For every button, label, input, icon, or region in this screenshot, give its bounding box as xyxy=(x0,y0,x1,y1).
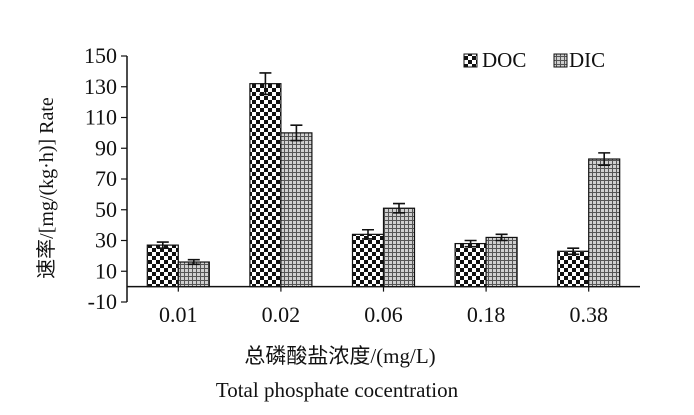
x-axis-label-english: Total phosphate cocentration xyxy=(216,378,459,402)
y-tick-label: 30 xyxy=(95,228,117,253)
legend-label-dic: DIC xyxy=(569,48,605,72)
error-bar-dic-0.02 xyxy=(290,124,303,142)
bar-doc-0.01 xyxy=(146,244,179,288)
y-tick-label: 150 xyxy=(84,43,117,68)
x-axis-label: 总磷酸盐浓度/(mg/L) xyxy=(244,344,435,368)
x-tick-label: 0.01 xyxy=(159,302,198,327)
error-bar-dic-0.38 xyxy=(598,152,611,166)
bar-doc-0.38 xyxy=(557,250,590,288)
bar-dic-0.38 xyxy=(588,158,621,288)
x-tick-label: 0.02 xyxy=(262,302,301,327)
bar-dic-0.01 xyxy=(177,261,210,288)
legend-swatch-doc xyxy=(463,53,478,68)
error-bar-doc-0.02 xyxy=(259,72,272,96)
y-axis-ticks: -10 10 30 50 70 90 110 130 150 xyxy=(84,43,127,314)
error-bar-doc-0.06 xyxy=(362,228,374,240)
x-tick-label: 0.06 xyxy=(364,302,403,327)
error-bar-doc-0.01 xyxy=(156,241,169,249)
legend-label-doc: DOC xyxy=(482,48,526,72)
x-tick-label: 0.38 xyxy=(569,302,608,327)
y-tick-label: 10 xyxy=(95,258,117,283)
bar-dic-0.18 xyxy=(485,236,518,288)
bar-doc-0.06 xyxy=(351,233,385,288)
y-tick-label: 130 xyxy=(84,74,117,99)
error-bar-doc-0.38 xyxy=(567,247,580,256)
legend: DOC DIC xyxy=(463,48,605,72)
bar-group xyxy=(146,72,621,288)
y-tick-label: 50 xyxy=(95,197,117,222)
error-bar-dic-0.18 xyxy=(495,233,508,242)
y-axis-label: 速率/[mg/(kg·h)] Rate xyxy=(35,97,58,279)
legend-swatch-dic xyxy=(553,53,568,68)
bar-dic-0.02 xyxy=(280,132,313,288)
x-axis-ticks: 0.01 0.02 0.06 0.18 0.38 xyxy=(159,286,608,327)
y-tick-label: 70 xyxy=(95,166,117,191)
y-tick-label: 110 xyxy=(85,105,117,130)
y-tick-label: -10 xyxy=(88,289,117,314)
error-bar-doc-0.18 xyxy=(464,239,477,248)
x-tick-label: 0.18 xyxy=(467,302,506,327)
bar-doc-0.02 xyxy=(249,83,282,288)
bar-dic-0.06 xyxy=(382,207,416,288)
y-tick-label: 90 xyxy=(95,135,117,160)
bar-doc-0.18 xyxy=(454,242,487,288)
error-bar-dic-0.06 xyxy=(393,202,405,214)
error-bar-dic-0.01 xyxy=(187,258,200,266)
